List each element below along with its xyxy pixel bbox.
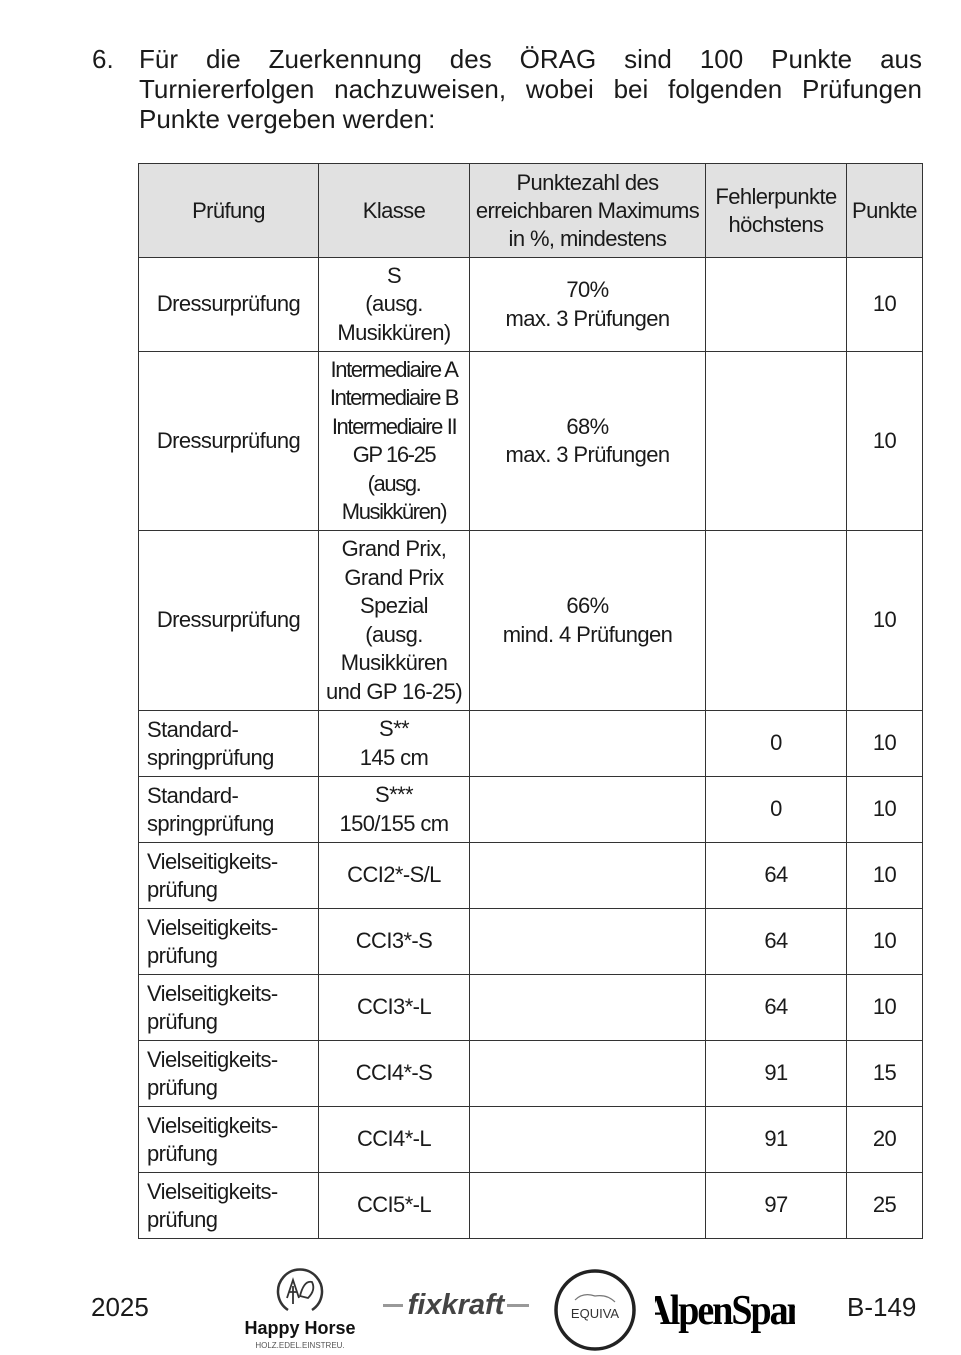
cell-klasse: CCI3*-L	[318, 974, 470, 1041]
cell-punkte: 10	[846, 908, 923, 975]
table-row: Vielseitigkeits- prüfung CCI4*-L 91 20	[138, 1106, 923, 1173]
cell-prozent	[469, 776, 706, 843]
cell-prozent	[469, 842, 706, 909]
cell-punkte: 15	[846, 1040, 923, 1107]
header-prozent: Punktezahl des erreichbaren Maximums in …	[469, 163, 706, 258]
list-number: 6.	[92, 44, 114, 74]
table-header-row: Prüfung Klasse Punktezahl des erreichbar…	[138, 163, 923, 258]
table-row: Dressurprüfung S (ausg. Musikküren) 70% ma…	[138, 257, 923, 352]
cell-fehler: 0	[705, 710, 847, 777]
cell-klasse: S*** 150/155 cm	[318, 776, 470, 843]
cell-prozent	[469, 1106, 706, 1173]
page-footer: 2025 Happy Horse HOLZ.EDEL.EINSTREU. fix…	[0, 1260, 961, 1355]
cell-pruefung: Dressurprüfung	[138, 530, 319, 711]
cell-prozent: 66% mind. 4 Prüfungen	[469, 530, 706, 711]
table-row: Vielseitigkeits- prüfung CCI4*-S 91 15	[138, 1040, 923, 1107]
cell-prozent	[469, 1040, 706, 1107]
cell-punkte: 10	[846, 530, 923, 711]
cell-pruefung: Dressurprüfung	[138, 257, 319, 352]
cell-pruefung: Vielseitigkeits- prüfung	[138, 1040, 319, 1107]
cell-prozent: 70% max. 3 Prüfungen	[469, 257, 706, 352]
table-row: Vielseitigkeits- prüfung CCI5*-L 97 25	[138, 1172, 923, 1239]
cell-fehler: 64	[705, 908, 847, 975]
cell-pruefung: Vielseitigkeits- prüfung	[138, 908, 319, 975]
cell-klasse: CCI3*-S	[318, 908, 470, 975]
table-row: Vielseitigkeits- prüfung CCI2*-S/L 64 10	[138, 842, 923, 909]
cell-pruefung: Vielseitigkeits- prüfung	[138, 1106, 319, 1173]
cell-prozent: 68% max. 3 Prüfungen	[469, 351, 706, 531]
cell-punkte: 20	[846, 1106, 923, 1173]
table-row: Vielseitigkeits- prüfung CCI3*-S 64 10	[138, 908, 923, 975]
cell-prozent	[469, 710, 706, 777]
svg-text:HOLZ.EDEL.EINSTREU.: HOLZ.EDEL.EINSTREU.	[255, 1341, 344, 1350]
cell-prozent	[469, 1172, 706, 1239]
cell-fehler: 97	[705, 1172, 847, 1239]
cell-pruefung: Dressurprüfung	[138, 351, 319, 531]
svg-text:Happy Horse: Happy Horse	[244, 1318, 355, 1338]
equiva-logo: EQUIVA	[554, 1269, 636, 1351]
footer-year: 2025	[91, 1292, 149, 1322]
cell-punkte: 10	[846, 842, 923, 909]
alpenspan-logo: AlpenSpan	[655, 1286, 795, 1333]
cell-punkte: 25	[846, 1172, 923, 1239]
cell-pruefung: Vielseitigkeits- prüfung	[138, 974, 319, 1041]
cell-klasse: Grand Prix, Grand Prix Spezial (ausg. Mu…	[318, 530, 470, 711]
table-row: Vielseitigkeits- prüfung CCI3*-L 64 10	[138, 974, 923, 1041]
cell-fehler: 0	[705, 776, 847, 843]
points-table: Prüfung Klasse Punktezahl des erreichbar…	[138, 163, 923, 1239]
cell-pruefung: Standard- springprüfung	[138, 710, 319, 777]
cell-punkte: 10	[846, 257, 923, 352]
svg-text:EQUIVA: EQUIVA	[571, 1306, 619, 1321]
header-pruefung: Prüfung	[138, 163, 319, 258]
svg-text:AlpenSpan: AlpenSpan	[655, 1286, 795, 1333]
cell-pruefung: Vielseitigkeits- prüfung	[138, 842, 319, 909]
table-row: Dressurprüfung Grand Prix, Grand Prix Spe…	[138, 530, 923, 711]
happy-horse-logo: Happy Horse HOLZ.EDEL.EINSTREU.	[244, 1268, 356, 1350]
header-fehler: Fehlerpunkte höchstens	[705, 163, 847, 258]
cell-fehler: 91	[705, 1106, 847, 1173]
cell-pruefung: Vielseitigkeits- prüfung	[138, 1172, 319, 1239]
table-row: Standard- springprüfung S** 145 cm 0 10	[138, 710, 923, 777]
table-row: Standard- springprüfung S*** 150/155 cm 0 1…	[138, 776, 923, 843]
intro-text: Für die Zuerkennung des ÖRAG sind 100 Pu…	[139, 44, 922, 134]
cell-fehler: 91	[705, 1040, 847, 1107]
cell-pruefung: Standard- springprüfung	[138, 776, 319, 843]
header-punkte: Punkte	[846, 163, 923, 258]
cell-fehler: 64	[705, 974, 847, 1041]
cell-punkte: 10	[846, 974, 923, 1041]
cell-klasse: CCI4*-L	[318, 1106, 470, 1173]
header-klasse: Klasse	[318, 163, 470, 258]
cell-klasse: CCI5*-L	[318, 1172, 470, 1239]
cell-klasse: CCI2*-S/L	[318, 842, 470, 909]
cell-prozent	[469, 974, 706, 1041]
cell-prozent	[469, 908, 706, 975]
svg-text:fixkraft: fixkraft	[408, 1289, 506, 1321]
cell-fehler	[705, 257, 847, 352]
cell-klasse: S** 145 cm	[318, 710, 470, 777]
fixkraft-logo: fixkraft	[383, 1289, 529, 1321]
page-number: B-149	[847, 1292, 917, 1322]
table-row: Dressurprüfung Intermediaire A Intermedia…	[138, 351, 923, 531]
cell-klasse: S (ausg. Musikküren)	[318, 257, 470, 352]
cell-fehler: 64	[705, 842, 847, 909]
cell-punkte: 10	[846, 351, 923, 531]
cell-fehler	[705, 351, 847, 531]
cell-klasse: Intermediaire A Intermediaire B Intermed…	[318, 351, 470, 531]
cell-punkte: 10	[846, 776, 923, 843]
cell-klasse: CCI4*-S	[318, 1040, 470, 1107]
cell-punkte: 10	[846, 710, 923, 777]
cell-fehler	[705, 530, 847, 711]
